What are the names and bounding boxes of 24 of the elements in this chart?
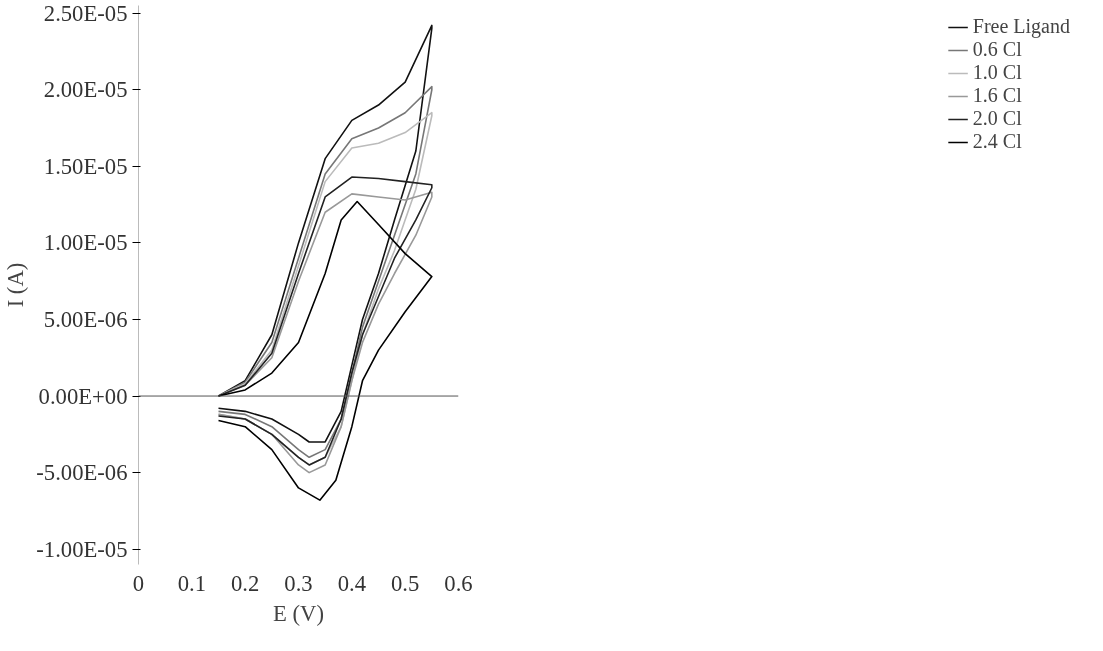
x-tick-label: 0.4 <box>337 570 366 596</box>
x-tick-label: 0.6 <box>444 570 473 596</box>
line-series <box>217 24 433 443</box>
x-tick-label: 0.5 <box>391 570 420 596</box>
y-axis-title: I (A) <box>3 262 29 308</box>
legend-label: 2.4 Cl <box>972 130 1022 153</box>
y-tick-label: 1.50E-05 <box>43 153 128 179</box>
x-tick-label: 0.3 <box>284 570 313 596</box>
legend-label: Free Ligand <box>972 15 1070 38</box>
legend-label: 0.6 Cl <box>972 38 1022 61</box>
legend-label: 1.6 Cl <box>972 84 1022 107</box>
y-tick-label: -5.00E-06 <box>36 460 128 486</box>
x-tick-label: 0 <box>132 570 145 596</box>
y-tick-label: 2.50E-05 <box>43 0 128 26</box>
x-tick-label: 0.1 <box>177 570 206 596</box>
y-tick-label: 0.00E+00 <box>38 383 128 409</box>
legend-label: 2.0 Cl <box>972 107 1022 130</box>
x-axis-title: E (V) <box>273 600 324 626</box>
y-tick-label: 1.00E-05 <box>43 230 128 256</box>
y-tick-label: 5.00E-06 <box>43 306 128 332</box>
legend-label: 1.0 Cl <box>972 61 1022 84</box>
y-tick-label: -1.00E-05 <box>36 536 128 562</box>
y-tick-label: 2.00E-05 <box>43 77 128 103</box>
x-tick-label: 0.2 <box>231 570 260 596</box>
